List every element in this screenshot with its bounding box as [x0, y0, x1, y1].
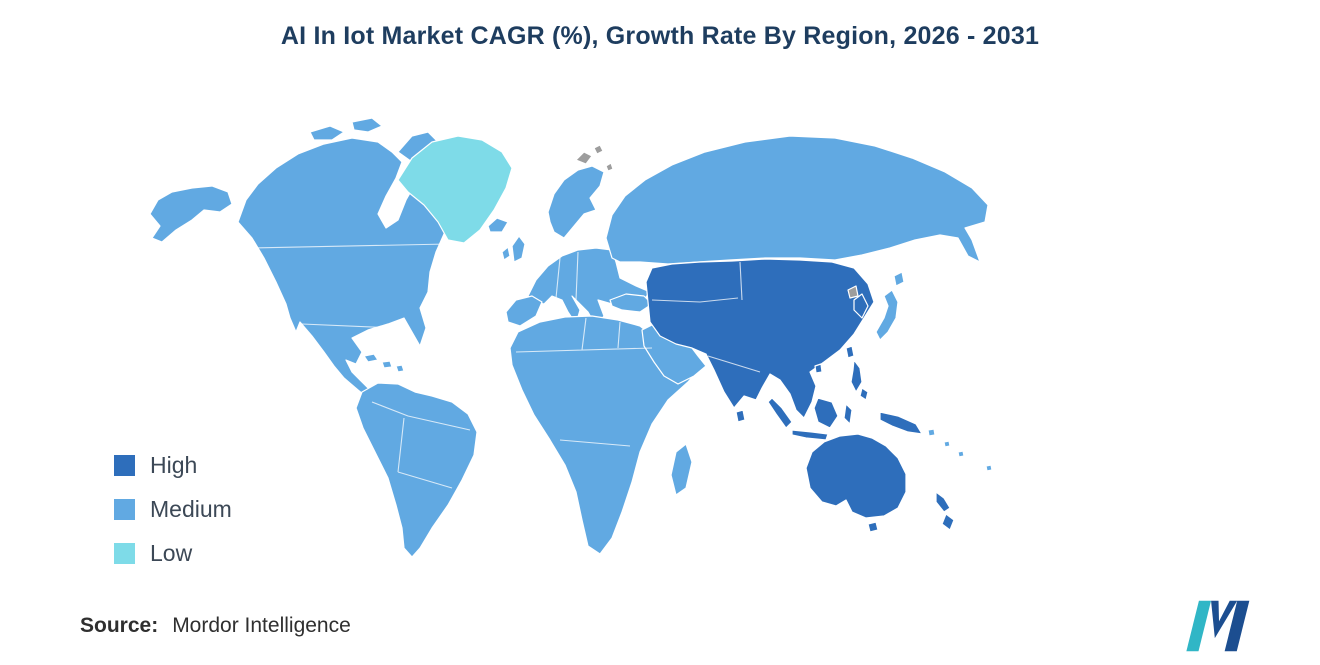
- region-korea: [853, 293, 869, 319]
- region-australia: [805, 433, 907, 519]
- region-ireland: [501, 246, 511, 261]
- legend-label-medium: Medium: [150, 496, 232, 522]
- legend-swatch-high-icon: [114, 455, 135, 476]
- region-russia: [605, 135, 989, 265]
- region-no-data: [575, 144, 859, 299]
- region-turkey: [609, 293, 653, 313]
- legend-swatch-medium: [114, 499, 135, 520]
- source: Source: Mordor Intelligence: [80, 614, 351, 638]
- legend-item-medium: Medium: [114, 496, 232, 523]
- region-tasmania: [867, 521, 879, 533]
- logo-right-stroke: [1224, 600, 1250, 652]
- legend-label-high: High: [150, 452, 198, 478]
- region-asia-high: [645, 258, 875, 419]
- region-south-america: [355, 382, 478, 558]
- region-alaska: [149, 185, 233, 243]
- region-asia-islands-high: [735, 345, 923, 441]
- region-new-zealand: [935, 491, 955, 531]
- legend-item-high: High: [114, 452, 232, 479]
- region-madagascar: [670, 443, 693, 496]
- region-pacific-islands: [927, 428, 993, 472]
- legend-swatch-high: [114, 455, 135, 476]
- region-greenland: [397, 135, 513, 244]
- logo-left-stroke: [1186, 600, 1212, 652]
- mordor-intelligence-logo: [1186, 600, 1250, 652]
- legend-label-low: Low: [150, 540, 193, 566]
- source-label: Source:: [80, 614, 159, 637]
- country-borders: [251, 243, 761, 489]
- region-africa: [509, 315, 701, 555]
- legend-swatch-low-icon: [114, 543, 135, 564]
- region-united-kingdom: [511, 235, 526, 263]
- chart-title: AI In Iot Market CAGR (%), Growth Rate B…: [280, 22, 1040, 50]
- source-value: Mordor Intelligence: [172, 614, 351, 637]
- region-iberia: [505, 295, 543, 327]
- legend-swatch-medium-icon: [114, 499, 135, 520]
- logo-middle-v: [1211, 600, 1238, 639]
- region-scandinavia: [547, 165, 605, 239]
- legend-swatch-low: [114, 543, 135, 564]
- region-north-america: [237, 137, 453, 401]
- legend: High Medium Low: [114, 452, 232, 567]
- region-iceland: [487, 217, 509, 233]
- legend-item-low: Low: [114, 540, 232, 567]
- region-caribbean-islands: [363, 353, 405, 373]
- region-japan: [875, 271, 905, 341]
